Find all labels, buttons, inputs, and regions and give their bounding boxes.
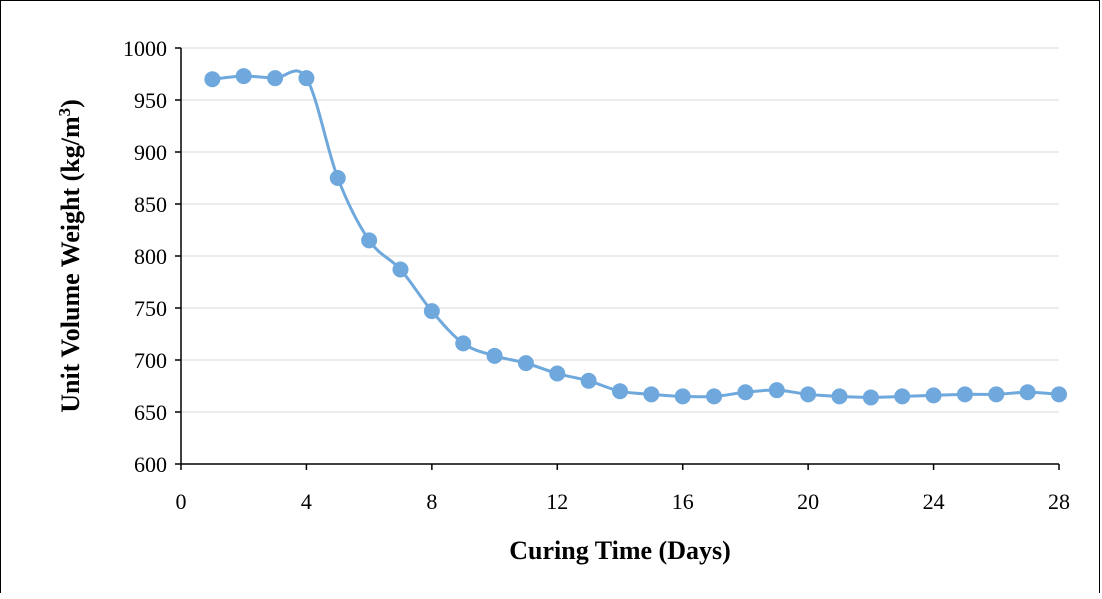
data-point bbox=[831, 388, 848, 405]
data-point bbox=[517, 355, 534, 372]
y-tick-label: 850 bbox=[134, 192, 167, 217]
data-point bbox=[361, 232, 378, 249]
y-axis-title-close: ) bbox=[56, 99, 85, 108]
series-line-0 bbox=[212, 69, 1060, 399]
data-point bbox=[925, 387, 942, 404]
gridlines bbox=[181, 47, 1059, 413]
x-tick-labels: 0 4 8 12 16 20 24 28 bbox=[176, 489, 1071, 514]
y-tick-label: 750 bbox=[134, 296, 167, 321]
data-point bbox=[988, 386, 1005, 403]
data-point bbox=[862, 389, 879, 406]
data-point bbox=[549, 365, 566, 382]
y-axis-title: Unit Volume Weight (kg/m3) bbox=[55, 99, 86, 413]
data-point bbox=[612, 383, 628, 400]
x-tick-label: 28 bbox=[1048, 489, 1070, 514]
data-point bbox=[298, 70, 315, 87]
x-tick-label: 20 bbox=[797, 489, 819, 514]
y-tick-label: 650 bbox=[134, 400, 167, 425]
data-point bbox=[643, 386, 660, 403]
y-tick-label: 950 bbox=[134, 88, 167, 113]
x-tick-label: 12 bbox=[546, 489, 568, 514]
x-tick-label: 16 bbox=[672, 489, 694, 514]
x-tick-label: 24 bbox=[923, 489, 945, 514]
data-point bbox=[1051, 386, 1067, 403]
data-point bbox=[674, 388, 691, 405]
data-point bbox=[486, 347, 503, 364]
y-tick-label: 700 bbox=[134, 348, 167, 373]
series-group bbox=[204, 68, 1067, 406]
data-point bbox=[235, 68, 252, 85]
data-point bbox=[894, 388, 911, 405]
data-point bbox=[329, 170, 346, 186]
y-tick-labels: 600 650 700 750 800 850 900 950 1000 bbox=[123, 36, 167, 477]
y-axis-title-superscript: 3 bbox=[55, 108, 74, 117]
data-point bbox=[580, 372, 597, 389]
data-point bbox=[267, 70, 284, 87]
data-point bbox=[392, 261, 409, 278]
axes bbox=[175, 47, 1060, 470]
y-tick-label: 800 bbox=[134, 244, 167, 269]
x-axis-title: Curing Time (Days) bbox=[509, 536, 731, 565]
y-axis-title-main: Unit Volume Weight (kg/m bbox=[56, 116, 85, 413]
x-tick-label: 4 bbox=[301, 489, 312, 514]
data-point bbox=[423, 303, 440, 320]
y-tick-label: 900 bbox=[134, 140, 167, 165]
y-tick-label: 600 bbox=[134, 452, 167, 477]
data-point bbox=[768, 382, 785, 399]
x-tick-label: 8 bbox=[426, 489, 437, 514]
data-point bbox=[737, 384, 754, 401]
data-point bbox=[455, 335, 472, 352]
data-point bbox=[800, 386, 817, 403]
x-tick-label: 0 bbox=[176, 489, 187, 514]
data-point bbox=[204, 71, 221, 88]
data-point bbox=[706, 388, 723, 405]
data-point bbox=[956, 386, 973, 403]
y-tick-label: 1000 bbox=[123, 36, 167, 61]
data-point bbox=[1019, 384, 1036, 401]
